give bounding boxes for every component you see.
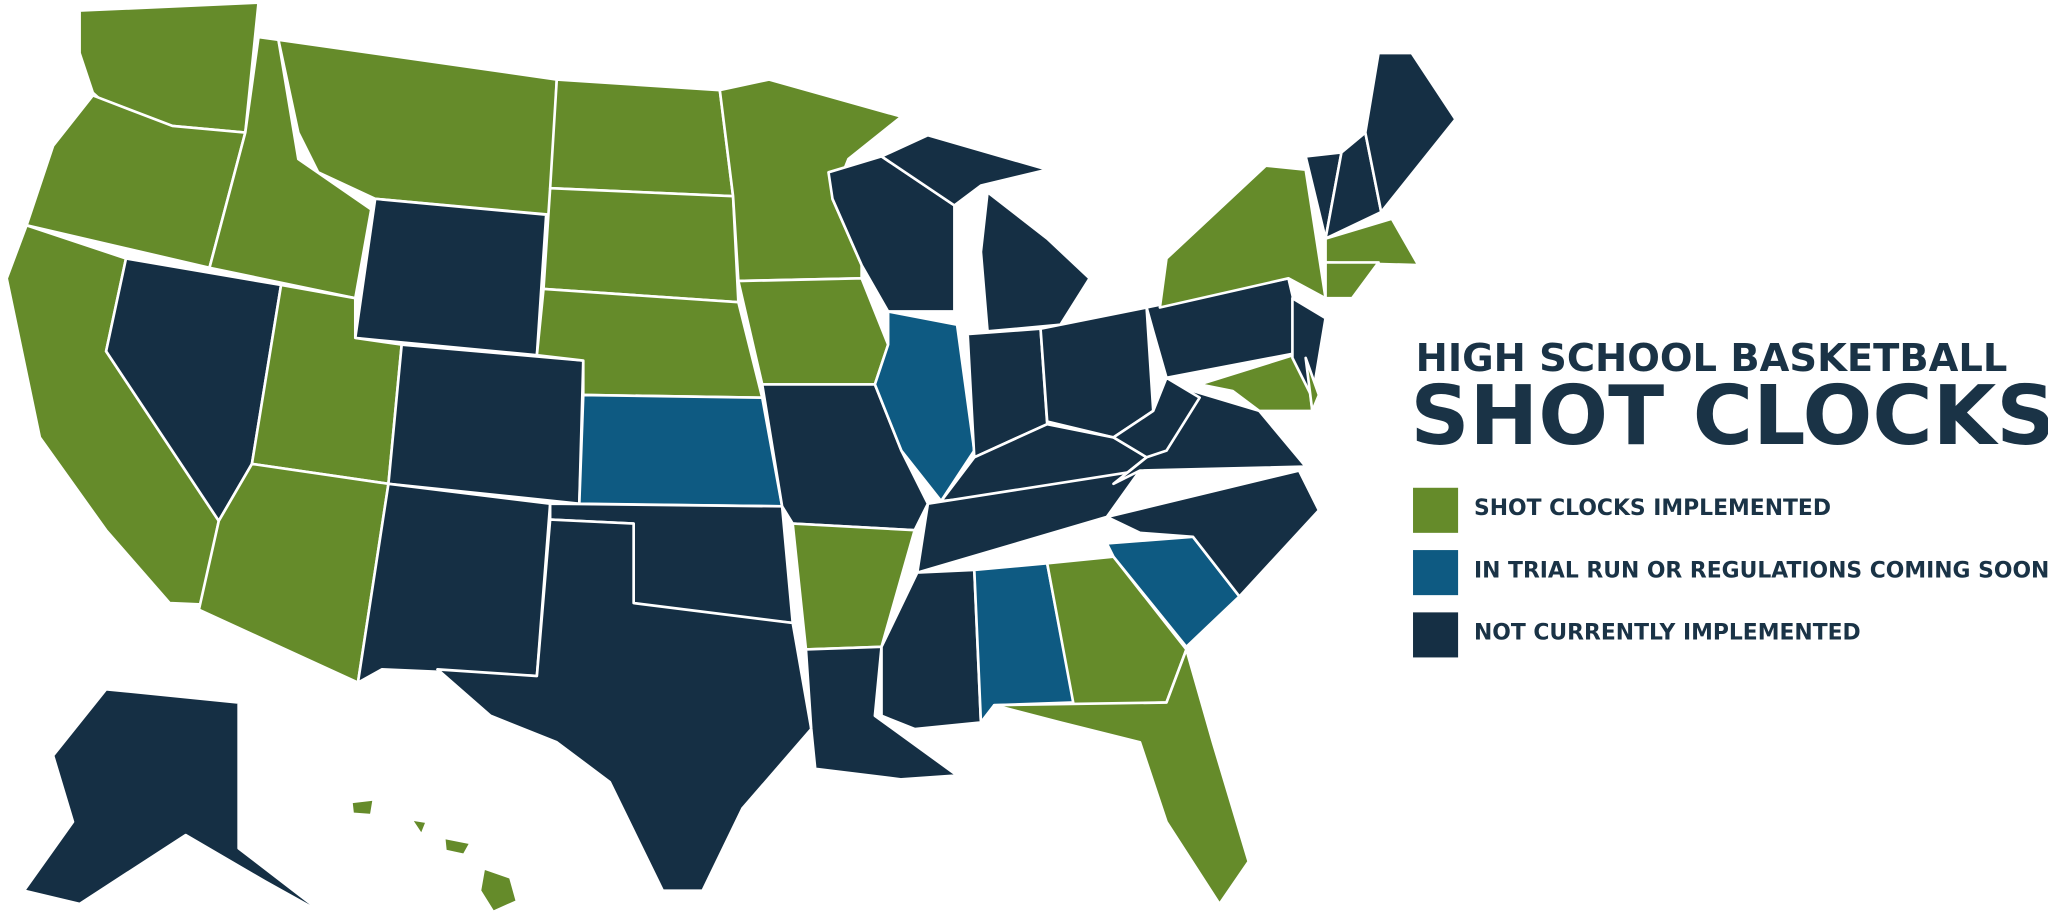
state [979,190,1091,333]
state [1304,356,1321,413]
state [737,277,890,386]
state [22,687,323,911]
state [880,133,1049,207]
state [387,343,585,506]
title-line-1: HIGH SCHOOL BASKETBALL [1416,336,2008,381]
state [1105,535,1241,649]
title-line-2: SHOT CLOCKS [1410,369,2048,464]
legend-label: IN TRIAL RUN OR REGULATIONS COMING SOON [1474,558,2048,583]
state [873,310,976,503]
state [436,518,813,893]
state [442,836,472,857]
state [1324,217,1420,267]
state [349,797,376,817]
state [1039,306,1155,439]
legend-swatch [1413,612,1459,658]
state [1158,164,1327,309]
state [548,78,735,198]
state [356,482,552,684]
state [1112,376,1201,459]
legend: SHOT CLOCKS IMPLEMENTED IN TRIAL RUN OR R… [1413,487,2048,658]
state [1105,469,1321,598]
state [1324,261,1380,300]
legend-label: SHOT CLOCKS IMPLEMENTED [1474,496,1831,521]
legend-swatch [1413,487,1459,533]
legend-swatch [1413,550,1459,596]
legend-label: NOT CURRENTLY IMPLEMENTED [1474,621,1861,646]
state [353,197,548,357]
state [1363,51,1457,214]
state [409,817,429,837]
state [478,866,519,911]
state [1198,349,1314,413]
state [577,393,784,508]
state [197,462,390,684]
state [542,186,740,304]
states [5,1,1457,911]
state [992,648,1250,906]
